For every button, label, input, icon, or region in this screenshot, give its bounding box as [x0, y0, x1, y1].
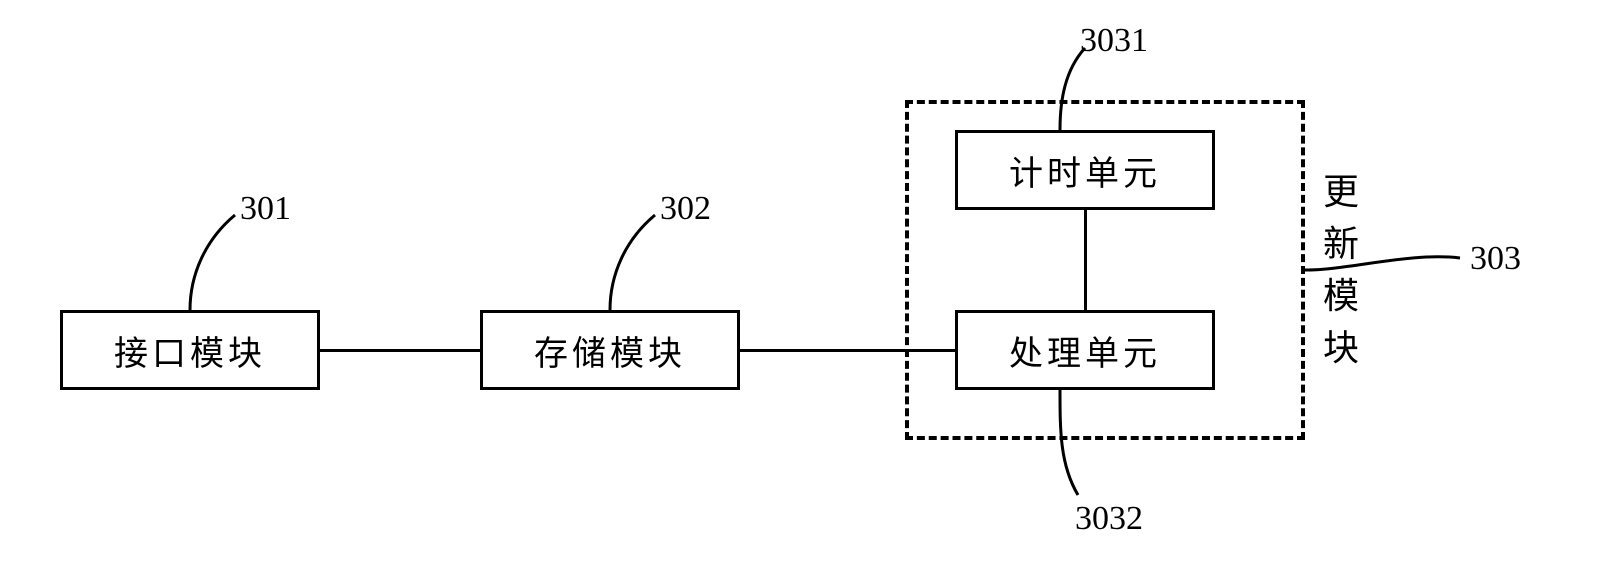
leader-lines — [0, 0, 1621, 564]
